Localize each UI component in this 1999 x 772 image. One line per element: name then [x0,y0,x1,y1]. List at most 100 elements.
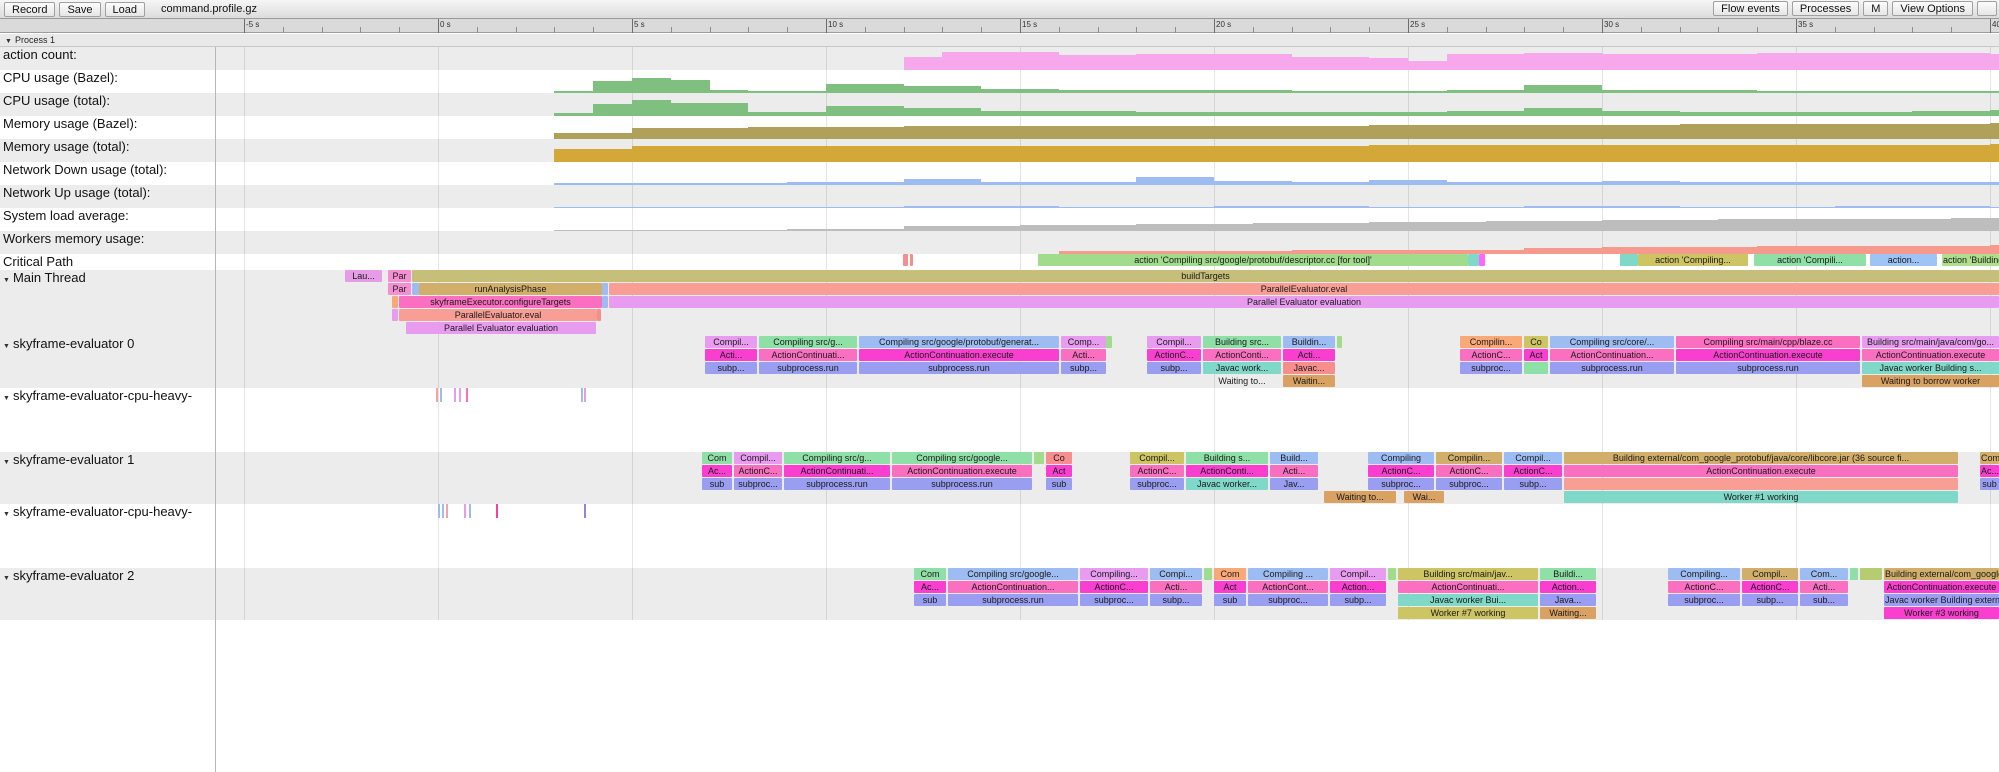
trace-slice[interactable]: Acti... [1061,349,1106,361]
trace-slice[interactable]: ActionC... [1504,465,1562,477]
track-label-cpu-bazel[interactable]: CPU usage (Bazel): [0,70,215,93]
track-canvas-workers-mem[interactable] [216,231,1999,254]
trace-slice[interactable]: Compiling src/core/... [1550,336,1674,348]
trace-slice[interactable] [1337,336,1342,348]
track-label-cpu-total[interactable]: CPU usage (total): [0,93,215,116]
trace-slice[interactable]: ActionC... [1742,581,1798,593]
trace-slice[interactable] [1468,254,1479,266]
track-canvas-net-up[interactable] [216,185,1999,208]
trace-slice[interactable]: Action... [1330,581,1386,593]
time-ruler[interactable]: -5 s 0 s 5 s 10 s 15 s 20 s 25 s 30 s 35 s 40 s [0,19,1999,33]
trace-slice[interactable]: Waiting to... [1324,491,1396,503]
track-canvas-mem-total[interactable] [216,139,1999,162]
trace-marker[interactable] [584,504,586,518]
track-label-mem-total[interactable]: Memory usage (total): [0,139,215,162]
trace-slice[interactable]: subproc... [1668,594,1740,606]
trace-slice[interactable]: subprocess.run [1550,362,1674,374]
trace-slice[interactable]: Compil... [1330,568,1386,580]
trace-slice[interactable]: subproc... [1248,594,1328,606]
trace-slice[interactable]: buildTargets [412,270,1999,282]
trace-marker[interactable] [584,388,586,402]
trace-marker[interactable] [469,504,471,518]
trace-slice[interactable]: Javac worker... [1186,478,1268,490]
trace-slice[interactable]: ActionContinuation.execute [1862,349,1999,361]
track-canvas-main-thread[interactable]: Lau... Par buildTargets Par runAnalysisPhase… [216,270,1999,346]
trace-slice[interactable]: Compil... [1147,336,1201,348]
trace-slice[interactable]: sub... [1800,594,1848,606]
trace-slice[interactable]: Act [1214,581,1246,593]
process-group-header[interactable]: ▼ Process 1 [0,34,1999,47]
trace-slice[interactable]: ActionC... [734,465,782,477]
trace-marker[interactable] [581,388,583,402]
trace-slice[interactable]: Compil... [705,336,757,348]
trace-slice[interactable]: subp... [1147,362,1201,374]
trace-slice[interactable]: ActionContinuation.execute [1884,581,1999,593]
trace-slice[interactable]: action 'Compiling... [1638,254,1748,266]
trace-slice[interactable] [1034,452,1044,464]
trace-slice[interactable]: action 'Building src/main/java/com/googl… [1942,254,1999,266]
trace-slice[interactable]: subp... [1150,594,1202,606]
trace-slice[interactable]: Com [702,452,732,464]
trace-slice[interactable] [597,309,601,321]
track-label-mem-bazel[interactable]: Memory usage (Bazel): [0,116,215,139]
chevron-down-icon[interactable]: ▼ [3,575,10,582]
toolbar-overflow-button[interactable] [1977,1,1997,16]
trace-slice[interactable]: subp... [1330,594,1386,606]
trace-slice[interactable]: action 'Compiling src/google/protobuf/de… [1038,254,1468,266]
trace-slice[interactable] [412,283,419,295]
processes-button[interactable]: Processes [1791,1,1860,16]
trace-slice[interactable]: Compil... [1742,568,1798,580]
trace-slice[interactable]: Building src/main/jav... [1398,568,1538,580]
trace-slice[interactable]: Acti... [1283,349,1335,361]
trace-slice[interactable]: Action... [1540,581,1596,593]
trace-slice[interactable]: ActionContinuation... [1550,349,1674,361]
trace-slice[interactable]: skyframeExecutor.configureTargets [399,296,602,308]
trace-slice[interactable]: Par [388,270,411,282]
trace-slice[interactable]: Javac... [1283,362,1335,374]
track-label-sfe0[interactable]: ▼ skyframe-evaluator 0 [0,336,215,388]
track-label-sysload[interactable]: System load average: [0,208,215,231]
trace-slice[interactable]: sub [914,594,946,606]
trace-slice[interactable]: ActionContinuation... [948,581,1078,593]
trace-slice[interactable]: Ac... [702,465,732,477]
trace-slice[interactable]: subprocess.run [784,478,890,490]
trace-slice[interactable]: Compiling src/g... [784,452,890,464]
trace-slice[interactable]: Ac... [914,581,946,593]
panel-divider[interactable] [215,47,216,772]
trace-slice[interactable]: Building external/com_google_protobuf/ja… [1564,452,1958,464]
trace-slice[interactable] [1860,568,1882,580]
trace-slice[interactable] [1850,568,1858,580]
trace-slice[interactable]: Javac worker Building s... [1862,362,1999,374]
track-canvas-sysload[interactable] [216,208,1999,231]
trace-slice[interactable]: Compiling src/google... [948,568,1078,580]
trace-slice[interactable]: ActionContinuation.execute [892,465,1032,477]
track-label-sfe-cpu-heavy-0[interactable]: ▼ skyframe-evaluator-cpu-heavy- [0,388,215,452]
trace-slice[interactable]: Compiling src/google... [892,452,1032,464]
trace-slice[interactable]: Compi... [1150,568,1202,580]
save-button[interactable]: Save [59,1,101,17]
trace-slice[interactable]: Comp... [1061,336,1106,348]
track-canvas-sfe2[interactable]: Com Compiling src/google... Compiling... Co… [216,568,1999,620]
trace-slice[interactable]: Com [1214,568,1246,580]
trace-slice[interactable] [1524,362,1548,374]
track-label-main-thread[interactable]: ▼ Main Thread [0,270,215,346]
trace-slice[interactable]: sub [1214,594,1246,606]
track-label-workers-mem[interactable]: Workers memory usage: [0,231,215,254]
trace-slice[interactable]: Compiling... [1668,568,1740,580]
chevron-down-icon[interactable]: ▼ [3,395,10,402]
trace-marker[interactable] [459,388,461,402]
trace-slice[interactable]: Java... [1540,594,1596,606]
track-canvas-action-count[interactable] [216,47,1999,70]
trace-slice[interactable]: Compiling src/google/protobuf/generat... [859,336,1059,348]
trace-slice[interactable]: Waiting to borrow worker [1862,375,1999,387]
trace-slice[interactable]: Com [914,568,946,580]
trace-slice[interactable]: Compiling src/main/cpp/blaze.cc [1676,336,1860,348]
track-label-net-up[interactable]: Network Up usage (total): [0,185,215,208]
trace-slice[interactable]: Co [1046,452,1072,464]
trace-slice[interactable]: subproc... [734,478,782,490]
trace-slice[interactable]: Compilin... [1436,452,1502,464]
chevron-down-icon[interactable]: ▼ [3,459,10,466]
trace-slice[interactable]: Wai... [1404,491,1444,503]
trace-slice[interactable]: Worker #3 working [1884,607,1999,619]
trace-slice[interactable]: Acti... [1800,581,1848,593]
